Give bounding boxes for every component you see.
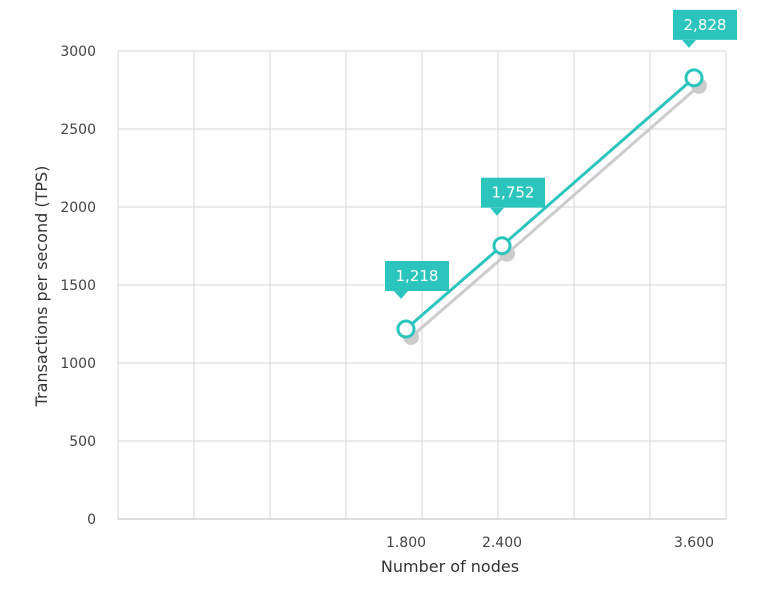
x-tick-label: 3.600 [674, 535, 714, 551]
data-label: 2,828 [684, 16, 727, 34]
series-line [405, 76, 695, 331]
y-tick-label: 1500 [60, 278, 96, 294]
x-axis-ticks: 1.800 2.400 3.600 [386, 535, 714, 551]
data-point-marker [684, 68, 704, 88]
data-point-marker [492, 236, 512, 256]
y-tick-label: 2000 [60, 200, 96, 216]
data-label-box [385, 260, 449, 291]
data-label-callout: 1,752 [481, 177, 545, 216]
x-tick-label: 2.400 [482, 535, 522, 551]
y-tick-label: 2500 [60, 122, 96, 138]
data-label-box [481, 177, 545, 208]
data-label-callout: 1,218 [385, 260, 449, 299]
data-label-callout: 2,828 [673, 9, 737, 48]
y-axis-ticks: 0 500 1000 1500 2000 2500 3000 [60, 44, 96, 528]
data-label-pointer [682, 39, 696, 48]
y-tick-label: 1000 [60, 356, 96, 372]
y-tick-label: 3000 [60, 44, 96, 60]
data-point-marker [396, 319, 416, 339]
series-layer: 1,218 1,752 2,828 [385, 9, 737, 345]
y-axis-title: Transactions per second (TPS) [32, 166, 51, 408]
data-label-pointer [394, 290, 408, 299]
data-label-pointer [490, 207, 504, 216]
data-label-box [673, 9, 737, 40]
x-tick-label: 1.800 [386, 535, 426, 551]
y-tick-label: 0 [87, 512, 96, 528]
data-label: 1,752 [492, 184, 535, 202]
series-shadow-line [410, 84, 700, 339]
x-axis-title: Number of nodes [381, 557, 519, 576]
y-tick-label: 500 [69, 434, 96, 450]
grid [117, 50, 727, 520]
data-label: 1,218 [396, 267, 439, 285]
